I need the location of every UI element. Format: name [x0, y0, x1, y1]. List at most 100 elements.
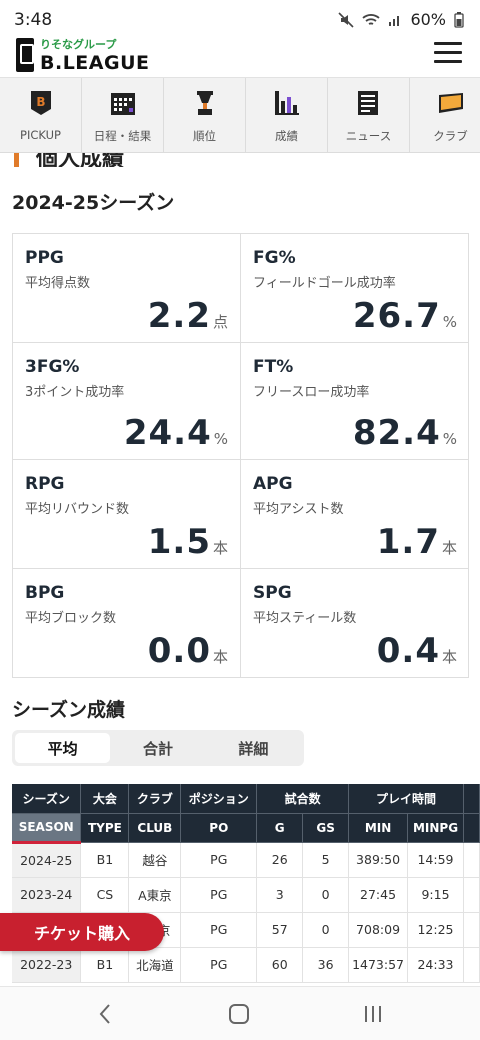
stat-value: 2.2	[147, 296, 211, 336]
header-overflow	[463, 784, 480, 814]
nav-item-news[interactable]: ニュース	[328, 78, 410, 152]
season-record-title: シーズン成績	[12, 699, 126, 721]
stat-unit: 本	[212, 539, 228, 557]
subheader-po: PO	[180, 813, 258, 843]
stat-card-ppg: PPG 平均得点数 2.2 点	[13, 234, 241, 343]
tab-average[interactable]: 平均	[15, 733, 111, 763]
tab-total[interactable]: 合計	[142, 739, 173, 758]
season-record-table-wrap[interactable]: シーズン 大会 クラブ ポジション 試合数 プレイ時間 SEASON TYPE …	[12, 784, 480, 984]
cell-min: 27:45	[348, 877, 409, 913]
cell-minpg: 24:33	[407, 947, 464, 983]
nav-label: PICKUP	[20, 128, 61, 142]
cell-overflow	[463, 842, 480, 878]
stat-value: 0.4	[376, 631, 440, 671]
cell-club[interactable]: 越谷	[128, 842, 182, 878]
record-tabs: 平均 合計 詳細	[12, 730, 304, 766]
cell-min: 708:09	[348, 912, 409, 948]
stat-desc: 平均スティール数	[253, 611, 357, 626]
logo-sponsor: りそなグループ	[40, 38, 117, 51]
stat-abbr: FG%	[253, 248, 296, 268]
cell-overflow	[463, 912, 480, 948]
bleague-logo[interactable]: りそなグループ B.LEAGUE	[16, 36, 150, 74]
cell-g: 3	[256, 877, 304, 913]
subheader-club: CLUB	[128, 813, 182, 843]
section-heading-personal-stats: 個人成績	[0, 153, 480, 167]
bleague-logo-icon	[16, 38, 34, 72]
back-icon[interactable]	[90, 1001, 120, 1027]
home-icon[interactable]	[224, 1001, 254, 1027]
stat-unit: 本	[441, 539, 457, 557]
cell-overflow	[463, 947, 480, 983]
cell-po: PG	[180, 947, 258, 983]
stat-card-spg: SPG 平均スティール数 0.4 本	[241, 569, 469, 677]
stat-abbr: APG	[253, 474, 293, 494]
cell-gs: 36	[302, 947, 350, 983]
cell-g: 60	[256, 947, 304, 983]
subheader-overflow	[463, 813, 480, 843]
stat-unit: %	[213, 430, 228, 448]
tab-detail[interactable]: 詳細	[238, 739, 269, 758]
cell-minpg: 14:59	[407, 842, 464, 878]
trophy-icon	[190, 88, 220, 118]
subheader-min: MIN	[348, 813, 409, 843]
stat-desc: フィールドゴール成功率	[253, 276, 396, 291]
stat-desc: 平均ブロック数	[25, 611, 117, 626]
subheader-type: TYPE	[80, 813, 130, 843]
stat-abbr: 3FG%	[25, 357, 80, 377]
stat-value: 0.0	[147, 631, 211, 671]
stat-abbr: FT%	[253, 357, 294, 377]
nav-label: ニュース	[345, 129, 392, 143]
nav-item-schedule[interactable]: 日程・結果	[82, 78, 164, 152]
nav-item-standings[interactable]: 順位	[164, 78, 246, 152]
news-icon	[354, 88, 384, 118]
status-icons: 60%	[338, 10, 464, 29]
stat-desc: 平均得点数	[25, 276, 91, 291]
nav-item-club[interactable]: クラブ	[410, 78, 480, 152]
stat-value: 24.4	[123, 413, 212, 453]
logo-wordmark: B.LEAGUE	[40, 52, 150, 74]
cell-minpg: 9:15	[407, 877, 464, 913]
nav-label: 順位	[193, 129, 216, 143]
cell-club[interactable]: 北海道	[128, 947, 182, 983]
nav-item-pickup[interactable]: B PICKUP	[0, 78, 82, 152]
cell-season: 2023-24	[12, 877, 82, 913]
stat-desc: 平均アシスト数	[253, 502, 344, 517]
cell-min: 389:50	[348, 842, 409, 878]
system-nav-bar	[0, 986, 480, 1040]
stat-card-apg: APG 平均アシスト数 1.7 本	[241, 460, 469, 569]
stat-desc: 3ポイント成功率	[25, 385, 125, 400]
header-play-time: プレイ時間	[348, 784, 464, 814]
ticket-purchase-button[interactable]: チケット購入	[0, 913, 164, 951]
subheader-g: G	[256, 813, 304, 843]
stat-desc: フリースロー成功率	[253, 385, 370, 400]
stat-abbr: BPG	[25, 583, 65, 603]
table-row: 2023-24 CS A東京 PG 3 0 27:45 9:15	[12, 877, 480, 913]
header-club: クラブ	[128, 784, 182, 814]
stat-card-rpg: RPG 平均リバウンド数 1.5 本	[13, 460, 241, 569]
mute-icon	[338, 11, 355, 28]
section-heading-text: 個人成績	[36, 153, 125, 167]
subheader-season: SEASON	[12, 813, 82, 844]
table-row: 2022-23 B1 北海道 PG 60 36 1473:57 24:33	[12, 947, 480, 983]
wifi-icon	[362, 13, 381, 25]
recent-apps-icon[interactable]	[358, 1001, 388, 1027]
cell-type: B1	[80, 947, 130, 983]
stats-icon	[272, 88, 302, 118]
cell-club[interactable]: A東京	[128, 877, 182, 913]
nav-item-stats[interactable]: 成績	[246, 78, 328, 152]
calendar-icon	[108, 88, 138, 118]
stat-unit: 本	[441, 648, 457, 666]
pickup-icon: B	[26, 88, 56, 118]
stat-value: 82.4	[352, 413, 441, 453]
subheader-gs: GS	[302, 813, 350, 843]
stat-unit: %	[442, 430, 457, 448]
header-season: シーズン	[12, 784, 82, 814]
menu-icon[interactable]	[434, 42, 462, 64]
nav-label: 日程・結果	[93, 129, 152, 143]
table-row: 2024-25 B1 越谷 PG 26 5 389:50 14:59	[12, 842, 480, 878]
stat-card-fg: FG% フィールドゴール成功率 26.7%	[241, 234, 469, 343]
cell-g: 26	[256, 842, 304, 878]
cell-gs: 0	[302, 912, 350, 948]
signal-icon	[389, 15, 400, 26]
season-title: 2024-25シーズン	[12, 192, 175, 214]
